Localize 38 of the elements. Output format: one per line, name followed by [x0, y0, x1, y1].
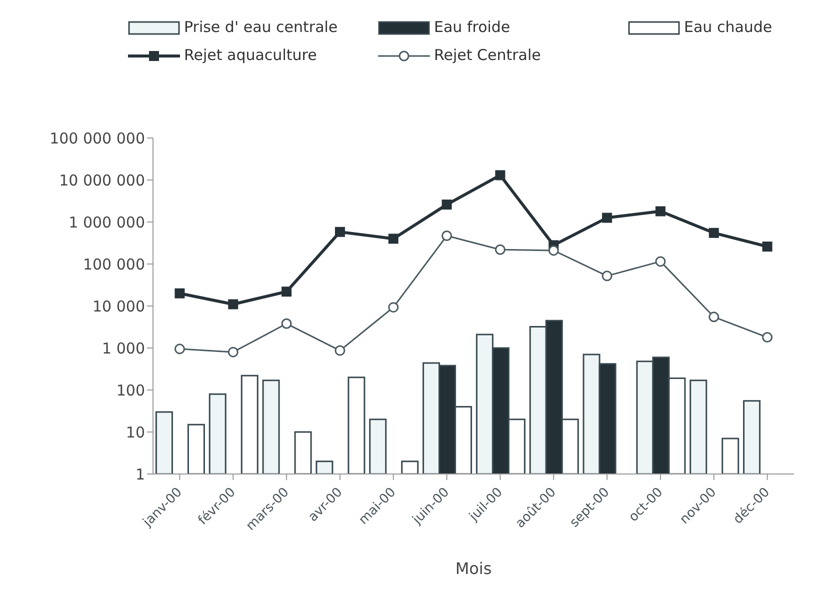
- legend-label: Rejet Centrale: [434, 46, 541, 64]
- legend-label: Eau froide: [434, 18, 510, 36]
- point: [494, 244, 506, 255]
- point: [442, 230, 452, 242]
- point: [228, 346, 238, 358]
- x-axis-title: Mois: [455, 559, 492, 578]
- point: [762, 332, 773, 343]
- point: [388, 302, 399, 313]
- point: [281, 318, 292, 329]
- point: [602, 212, 612, 223]
- y-tick-label: 1: [135, 465, 145, 484]
- point: [655, 256, 666, 267]
- y-tick-label: 1 000 000: [68, 213, 145, 232]
- point: [602, 270, 612, 282]
- point: [708, 312, 720, 322]
- y-tick-label: 100: [116, 381, 145, 400]
- point: [334, 226, 345, 237]
- point: [708, 228, 719, 238]
- legend-label: Rejet aquaculture: [184, 46, 317, 64]
- y-tick-label: 100 000 000: [50, 129, 145, 148]
- point: [442, 200, 452, 210]
- y-tick-label: 10: [126, 423, 145, 442]
- point: [174, 344, 185, 354]
- legend-label: Eau chaude: [684, 18, 772, 36]
- point: [655, 206, 666, 216]
- point: [762, 242, 772, 252]
- point: [495, 170, 506, 180]
- y-tick-label: 10 000: [92, 297, 145, 316]
- point: [548, 245, 559, 256]
- y-tick-label: 100 000: [82, 255, 145, 274]
- point: [282, 286, 292, 297]
- point: [388, 234, 398, 244]
- legend-label: Prise d' eau centrale: [184, 18, 338, 36]
- point: [174, 288, 185, 298]
- y-tick-label: 1 000: [102, 339, 145, 358]
- y-tick-label: 10 000 000: [59, 171, 145, 190]
- point: [334, 345, 346, 356]
- point: [228, 299, 238, 310]
